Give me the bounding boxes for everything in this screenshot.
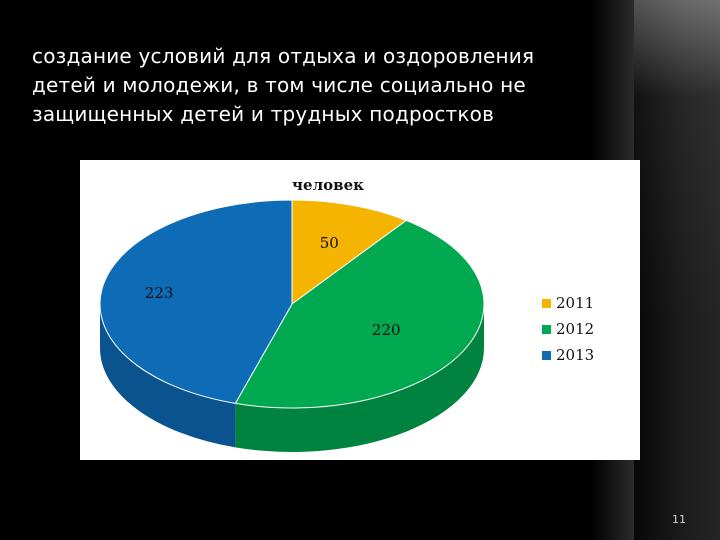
legend-label-2013: 2013 — [556, 346, 594, 364]
pie-slice-2013 — [99, 199, 293, 404]
legend-label-2011: 2011 — [556, 294, 594, 312]
chart-title: человек — [292, 176, 364, 194]
legend-swatch-2011 — [542, 299, 551, 308]
pie-slice-2012 — [234, 219, 485, 409]
legend-swatch-2013 — [542, 351, 551, 360]
page-number: 11 — [672, 513, 686, 526]
slide-side-panel — [634, 0, 720, 540]
pie-slices — [99, 199, 485, 452]
data-label-2011: 50 — [320, 234, 339, 252]
data-labels: 50 220 223 — [145, 234, 401, 339]
pie-slice-2011 — [291, 199, 408, 305]
pie-side-2012 — [235, 304, 484, 452]
legend-swatch-2012 — [542, 325, 551, 334]
data-label-2013: 223 — [145, 284, 174, 302]
slide-title: создание условий для отдыха и оздоровлен… — [32, 44, 535, 126]
pie-side-2013 — [100, 304, 236, 448]
chart-legend: 2011 2012 2013 — [542, 294, 594, 364]
data-label-2012: 220 — [372, 321, 401, 339]
legend-label-2012: 2012 — [556, 320, 594, 338]
